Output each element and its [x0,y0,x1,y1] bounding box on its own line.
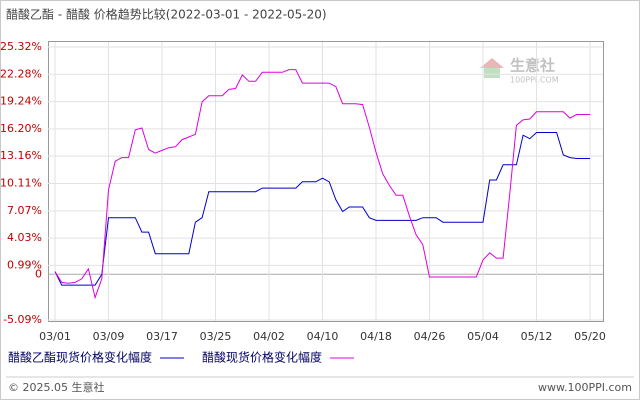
x-tick-label: 05/04 [467,330,499,343]
x-tick-label: 03/09 [93,330,125,343]
y-tick-label: 7.07% [7,204,42,217]
y-tick-label: 16.20% [0,122,42,135]
x-tick-label: 03/25 [200,330,232,343]
legend-label: 醋酸现货价格变化幅度 [202,350,322,365]
y-tick-label: 22.28% [0,67,42,80]
chart-title: 醋酸乙酯 - 醋酸 价格趋势比较(2022-03-01 - 2022-05-20… [6,7,327,22]
legend-label: 醋酸乙酯现货价格变化幅度 [8,350,152,365]
x-tick-label: 04/10 [307,330,339,343]
y-tick-label: 0.99% [7,258,42,271]
series-line [54,132,590,286]
x-tick-label: 04/02 [253,330,285,343]
logo: 生意社 100PPI.COM [480,57,559,85]
watermark-name: 生意社 [510,57,555,75]
y-tick-label: -5.09% [3,313,42,326]
y-tick-label: 13.16% [0,149,42,162]
x-tick-label: 04/18 [360,330,392,343]
x-tick-label: 03/01 [39,330,71,343]
series-line [54,69,590,300]
x-tick-label: 05/12 [521,330,553,343]
y-tick-label: 4.03% [7,231,42,244]
footer-left: © 2025.05 生意社 [8,380,104,394]
x-tick-label: 05/20 [574,330,606,343]
y-tick-label: 25.32% [0,40,42,53]
y-tick-label: 19.24% [0,95,42,108]
x-tick-label: 04/26 [414,330,446,343]
logo-roof [480,58,504,68]
x-tick-label: 03/17 [146,330,178,343]
y-tick-label: 10.11% [0,177,42,190]
footer-right: www.100PPI.com [538,381,632,394]
logo-house [484,68,500,78]
y-tick-label: 0 [35,267,42,280]
watermark-site: 100PPI.COM [510,76,559,85]
plot-frame [48,41,604,322]
